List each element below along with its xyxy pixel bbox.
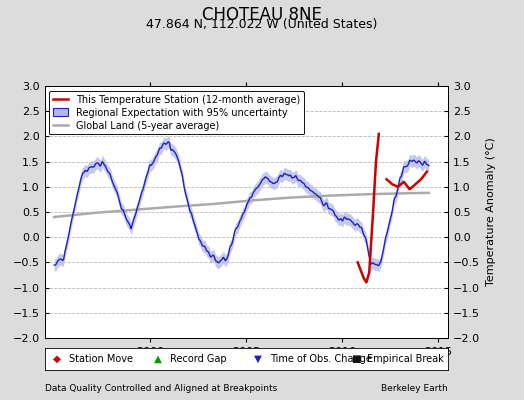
Text: Record Gap: Record Gap (170, 354, 226, 364)
Text: ■: ■ (351, 354, 361, 364)
Text: ▼: ▼ (254, 354, 263, 364)
Text: Data Quality Controlled and Aligned at Breakpoints: Data Quality Controlled and Aligned at B… (45, 384, 277, 393)
Text: CHOTEAU 8NE: CHOTEAU 8NE (202, 6, 322, 24)
Text: ▲: ▲ (154, 354, 161, 364)
Text: ◆: ◆ (52, 354, 61, 364)
Text: Station Move: Station Move (69, 354, 133, 364)
Text: Time of Obs. Change: Time of Obs. Change (270, 354, 373, 364)
Text: Empirical Break: Empirical Break (367, 354, 444, 364)
Text: 47.864 N, 112.022 W (United States): 47.864 N, 112.022 W (United States) (146, 18, 378, 31)
Legend: This Temperature Station (12-month average), Regional Expectation with 95% uncer: This Temperature Station (12-month avera… (49, 91, 304, 134)
Text: Berkeley Earth: Berkeley Earth (381, 384, 448, 393)
Y-axis label: Temperature Anomaly (°C): Temperature Anomaly (°C) (486, 138, 496, 286)
